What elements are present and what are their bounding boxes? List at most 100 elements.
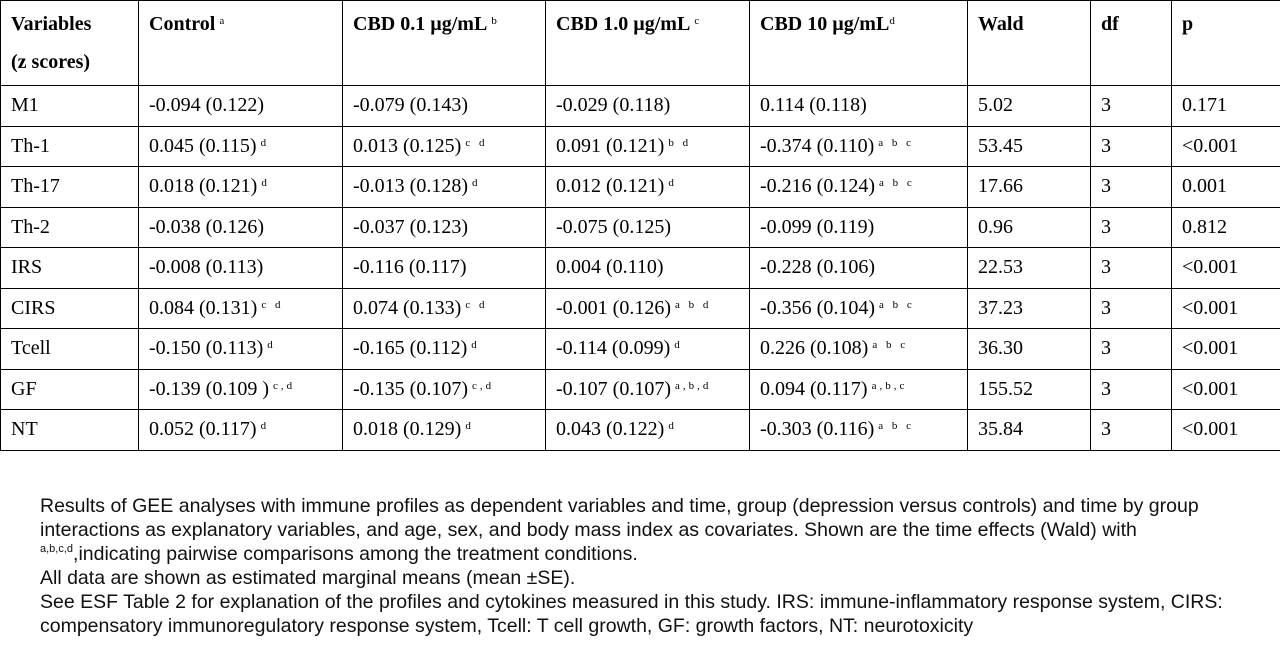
header-label: df	[1101, 13, 1119, 35]
cell-wald: 0.96	[967, 206, 1091, 248]
cell-control: -0.038 (0.126)	[138, 206, 343, 248]
cell-variable: IRS	[0, 247, 139, 289]
header-cell-variables: Variables (z scores)	[0, 0, 139, 86]
cell-value: 0.012 (0.121)	[556, 175, 665, 198]
header-cell-p: p	[1171, 0, 1280, 86]
cell-cbd01: -0.116 (0.117)	[342, 247, 546, 289]
cell-value: -0.107 (0.107)	[556, 377, 671, 400]
cell-variable: CIRS	[0, 287, 139, 329]
cell-p: <0.001	[1171, 125, 1280, 167]
cell-cbd1: 0.012 (0.121) d	[545, 166, 750, 208]
table-row: Tcell -0.150 (0.113) d -0.165 (0.112) d -0.11…	[0, 328, 1280, 370]
cell-value: -0.013 (0.128)	[353, 175, 468, 198]
cell-wald: 36.30	[967, 328, 1091, 370]
cell-cbd10: -0.356 (0.104) a b c	[749, 287, 968, 329]
cell-df: 3	[1090, 247, 1172, 289]
cell-p: 0.171	[1171, 85, 1280, 127]
note-text-tail: ,indicating pairwise comparisons among t…	[73, 543, 638, 565]
cell-value: -0.001 (0.126)	[556, 296, 671, 319]
cell-cbd10: -0.374 (0.110) a b c	[749, 125, 968, 167]
cell-cbd1: -0.075 (0.125)	[545, 206, 750, 248]
cell-footnote-mark: d	[471, 177, 481, 190]
cell-footnote-mark: d	[260, 420, 270, 433]
cell-cbd1: -0.029 (0.118)	[545, 85, 750, 127]
cell-control: -0.150 (0.113) d	[138, 328, 343, 370]
table-notes: Results of GEE analyses with immune prof…	[40, 494, 1272, 638]
header-cell-df: df	[1090, 0, 1172, 86]
table-row: IRS -0.008 (0.113) -0.116 (0.117) 0.004 (0.…	[0, 247, 1280, 289]
cell-value: 0.094 (0.117)	[760, 377, 868, 400]
header-label: CBD 1.0 µg/mL	[556, 13, 691, 35]
cell-cbd1: 0.004 (0.110)	[545, 247, 750, 289]
cell-footnote-mark: c,d	[471, 379, 495, 392]
cell-footnote-mark: d	[668, 177, 677, 190]
header-cell-control: Control a	[138, 0, 343, 86]
cell-p: 0.812	[1171, 206, 1280, 248]
table-row: GF -0.139 (0.109 ) c,d -0.135 (0.107) c,d -0.…	[0, 368, 1280, 410]
cell-value: -0.037 (0.123)	[353, 215, 468, 238]
cell-df: 3	[1090, 409, 1172, 451]
cell-footnote-mark: c d	[465, 136, 488, 149]
cell-df: 3	[1090, 125, 1172, 167]
cell-footnote-mark: d	[668, 420, 677, 433]
cell-footnote-mark: a,b,d	[674, 379, 712, 392]
cell-df: 3	[1090, 85, 1172, 127]
note-paragraph-2: All data are shown as estimated marginal…	[40, 567, 576, 589]
cell-p: 0.001	[1171, 166, 1280, 208]
cell-cbd10: -0.303 (0.116) a b c	[749, 409, 968, 451]
cell-control: -0.008 (0.113)	[138, 247, 343, 289]
note-text: Results of GEE analyses with immune prof…	[40, 495, 1199, 541]
cell-value: -0.356 (0.104)	[760, 296, 875, 319]
cell-cbd1: 0.091 (0.121) b d	[545, 125, 750, 167]
cell-variable: M1	[0, 85, 139, 127]
cell-value: -0.165 (0.112)	[353, 337, 468, 360]
cell-wald: 5.02	[967, 85, 1091, 127]
cell-footnote-mark: c d	[465, 298, 488, 311]
cell-value: 0.043 (0.122)	[556, 418, 665, 441]
cell-cbd01: -0.013 (0.128) d	[342, 166, 546, 208]
cell-variable: Th-2	[0, 206, 139, 248]
cell-cbd01: -0.165 (0.112) d	[342, 328, 546, 370]
cell-df: 3	[1090, 328, 1172, 370]
results-table: Variables (z scores) Control a CBD 0.1 µg…	[0, 0, 1280, 451]
cell-cbd01: -0.079 (0.143)	[342, 85, 546, 127]
cell-control: 0.084 (0.131) c d	[138, 287, 343, 329]
cell-wald: 155.52	[967, 368, 1091, 410]
note-paragraph-3: See ESF Table 2 for explanation of the p…	[40, 591, 1223, 637]
cell-p: <0.001	[1171, 328, 1280, 370]
cell-cbd10: 0.114 (0.118)	[749, 85, 968, 127]
cell-value: 0.018 (0.121)	[149, 175, 258, 198]
header-sublabel: (z scores)	[11, 51, 91, 73]
cell-variable: Tcell	[0, 328, 139, 370]
cell-footnote-mark: d	[471, 339, 480, 352]
cell-wald: 37.23	[967, 287, 1091, 329]
note-footnote-marks: a,b,c,d	[40, 543, 74, 555]
cell-cbd01: 0.013 (0.125) c d	[342, 125, 546, 167]
header-row: Variables (z scores) Control a CBD 0.1 µg…	[0, 0, 1280, 86]
cell-df: 3	[1090, 287, 1172, 329]
cell-cbd10: 0.226 (0.108) a b c	[749, 328, 968, 370]
header-cell-cbd-0-1: CBD 0.1 µg/mL b	[342, 0, 546, 86]
cell-footnote-mark: a b c	[872, 339, 909, 352]
cell-footnote-mark: a b c	[878, 136, 915, 149]
cell-value: -0.228 (0.106)	[760, 256, 875, 279]
cell-cbd01: -0.037 (0.123)	[342, 206, 546, 248]
cell-df: 3	[1090, 166, 1172, 208]
cell-value: -0.079 (0.143)	[353, 94, 468, 117]
cell-value: 0.045 (0.115)	[149, 134, 257, 157]
cell-footnote-mark: d	[267, 339, 276, 352]
cell-value: -0.150 (0.113)	[149, 337, 264, 360]
header-label: Wald	[978, 13, 1024, 35]
cell-variable: GF	[0, 368, 139, 410]
header-cell-wald: Wald	[967, 0, 1091, 86]
cell-wald: 53.45	[967, 125, 1091, 167]
cell-value: 0.074 (0.133)	[353, 296, 462, 319]
cell-cbd01: 0.018 (0.129) d	[342, 409, 546, 451]
cell-value: -0.099 (0.119)	[760, 215, 875, 238]
cell-footnote-mark: a b c	[878, 420, 915, 433]
cell-value: -0.139 (0.109 )	[149, 377, 269, 400]
cell-value: -0.114 (0.099)	[556, 337, 671, 360]
cell-value: -0.008 (0.113)	[149, 256, 264, 279]
header-label: Control	[149, 13, 216, 35]
header-label: Variables	[11, 13, 92, 35]
